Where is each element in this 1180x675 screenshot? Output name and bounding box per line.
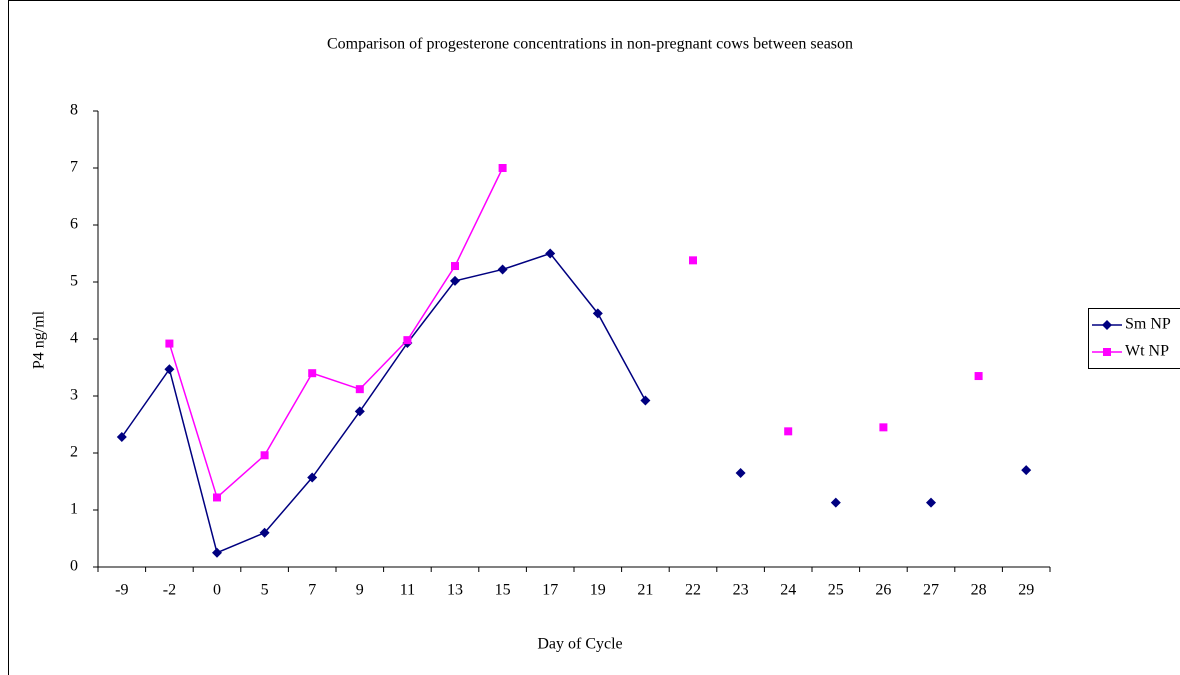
x-tick-label: 21 bbox=[637, 582, 653, 599]
legend-label: Wt NP bbox=[1125, 343, 1169, 360]
data-point bbox=[498, 164, 507, 172]
x-tick-label: 22 bbox=[685, 582, 701, 599]
data-point bbox=[1021, 465, 1032, 476]
data-point bbox=[450, 275, 460, 286]
legend-marker bbox=[1102, 320, 1112, 330]
data-point bbox=[689, 256, 697, 265]
data-point bbox=[926, 497, 936, 508]
data-point bbox=[259, 527, 270, 538]
x-tick-label: 26 bbox=[875, 582, 891, 599]
y-tick-label: 6 bbox=[70, 216, 78, 233]
y-tick-label: 8 bbox=[70, 102, 78, 119]
data-point bbox=[830, 497, 841, 508]
data-point bbox=[879, 423, 888, 432]
y-tick-label: 4 bbox=[70, 330, 78, 347]
y-tick-label: 5 bbox=[70, 273, 78, 290]
chart-title: Comparison of progesterone concentration… bbox=[327, 36, 853, 53]
data-point bbox=[354, 406, 365, 417]
x-tick-label: 0 bbox=[213, 582, 221, 599]
x-tick-label: 28 bbox=[971, 582, 987, 599]
x-tick-label: 13 bbox=[447, 582, 463, 599]
data-point bbox=[260, 451, 269, 460]
x-axis-label: Day of Cycle bbox=[537, 636, 622, 653]
y-tick-label: 0 bbox=[70, 558, 78, 575]
y-tick-label: 7 bbox=[70, 159, 78, 176]
data-point bbox=[497, 264, 508, 275]
x-tick-label: 15 bbox=[495, 582, 511, 599]
x-tick-label: 27 bbox=[923, 582, 939, 599]
data-point bbox=[974, 372, 983, 381]
data-point bbox=[116, 432, 127, 443]
x-tick-label: 7 bbox=[308, 582, 316, 599]
data-point bbox=[165, 339, 174, 348]
x-tick-label: 9 bbox=[356, 582, 364, 599]
data-point bbox=[213, 493, 221, 502]
series-line bbox=[169, 168, 978, 497]
x-tick-label: 25 bbox=[828, 582, 844, 599]
data-point bbox=[307, 472, 318, 483]
data-point bbox=[735, 467, 746, 478]
legend-box bbox=[1088, 308, 1180, 369]
y-tick-label: 2 bbox=[70, 444, 78, 461]
data-point bbox=[784, 427, 793, 436]
x-tick-label: 5 bbox=[261, 582, 269, 599]
legend-marker bbox=[1103, 348, 1111, 356]
data-point bbox=[451, 262, 459, 271]
x-tick-label: 29 bbox=[1018, 582, 1034, 599]
x-tick-label: -2 bbox=[163, 582, 176, 599]
x-tick-label: 19 bbox=[590, 582, 606, 599]
x-tick-label: 24 bbox=[780, 582, 796, 599]
y-tick-label: 3 bbox=[70, 387, 78, 404]
y-axis-label: P4 ng/ml bbox=[31, 310, 48, 369]
series-line bbox=[122, 254, 1026, 553]
data-point bbox=[308, 369, 317, 378]
data-point bbox=[355, 385, 364, 394]
data-point bbox=[545, 248, 556, 259]
data-point bbox=[592, 308, 603, 319]
y-tick-label: 1 bbox=[70, 501, 78, 518]
data-point bbox=[403, 336, 412, 345]
chart-border bbox=[8, 0, 1180, 675]
data-point bbox=[212, 547, 222, 558]
data-point bbox=[164, 364, 175, 375]
data-point bbox=[640, 395, 651, 406]
x-tick-label: 11 bbox=[400, 582, 415, 599]
x-tick-label: 23 bbox=[733, 582, 749, 599]
legend-label: Sm NP bbox=[1125, 316, 1171, 333]
x-tick-label: -9 bbox=[115, 582, 128, 599]
x-tick-label: 17 bbox=[542, 582, 558, 599]
